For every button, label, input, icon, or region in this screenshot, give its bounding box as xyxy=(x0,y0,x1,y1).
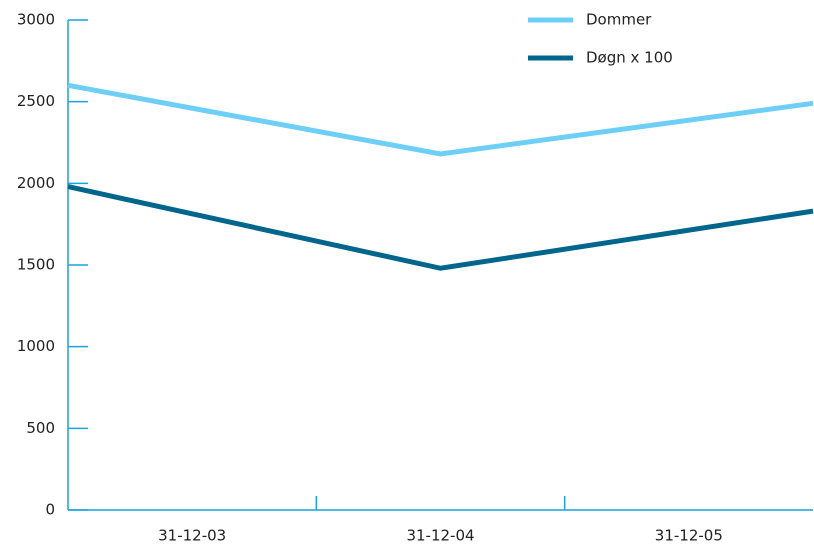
legend-label: Døgn x 100 xyxy=(586,49,673,67)
y-tick-label: 1500 xyxy=(17,256,55,274)
series-line xyxy=(67,184,814,271)
y-tick-label: 3000 xyxy=(17,11,55,29)
x-tick-label: 31-12-04 xyxy=(406,527,474,544)
x-tick-label: 31-12-05 xyxy=(655,527,723,544)
legend-label: Dommer xyxy=(586,11,652,29)
y-tick-label: 0 xyxy=(45,501,55,519)
series-line xyxy=(67,82,814,157)
y-tick-label: 2500 xyxy=(17,92,55,110)
y-tick-label: 1000 xyxy=(17,337,55,355)
y-tick-label: 2000 xyxy=(17,174,55,192)
x-tick-label: 31-12-03 xyxy=(158,527,226,544)
y-tick-label: 500 xyxy=(26,419,55,437)
